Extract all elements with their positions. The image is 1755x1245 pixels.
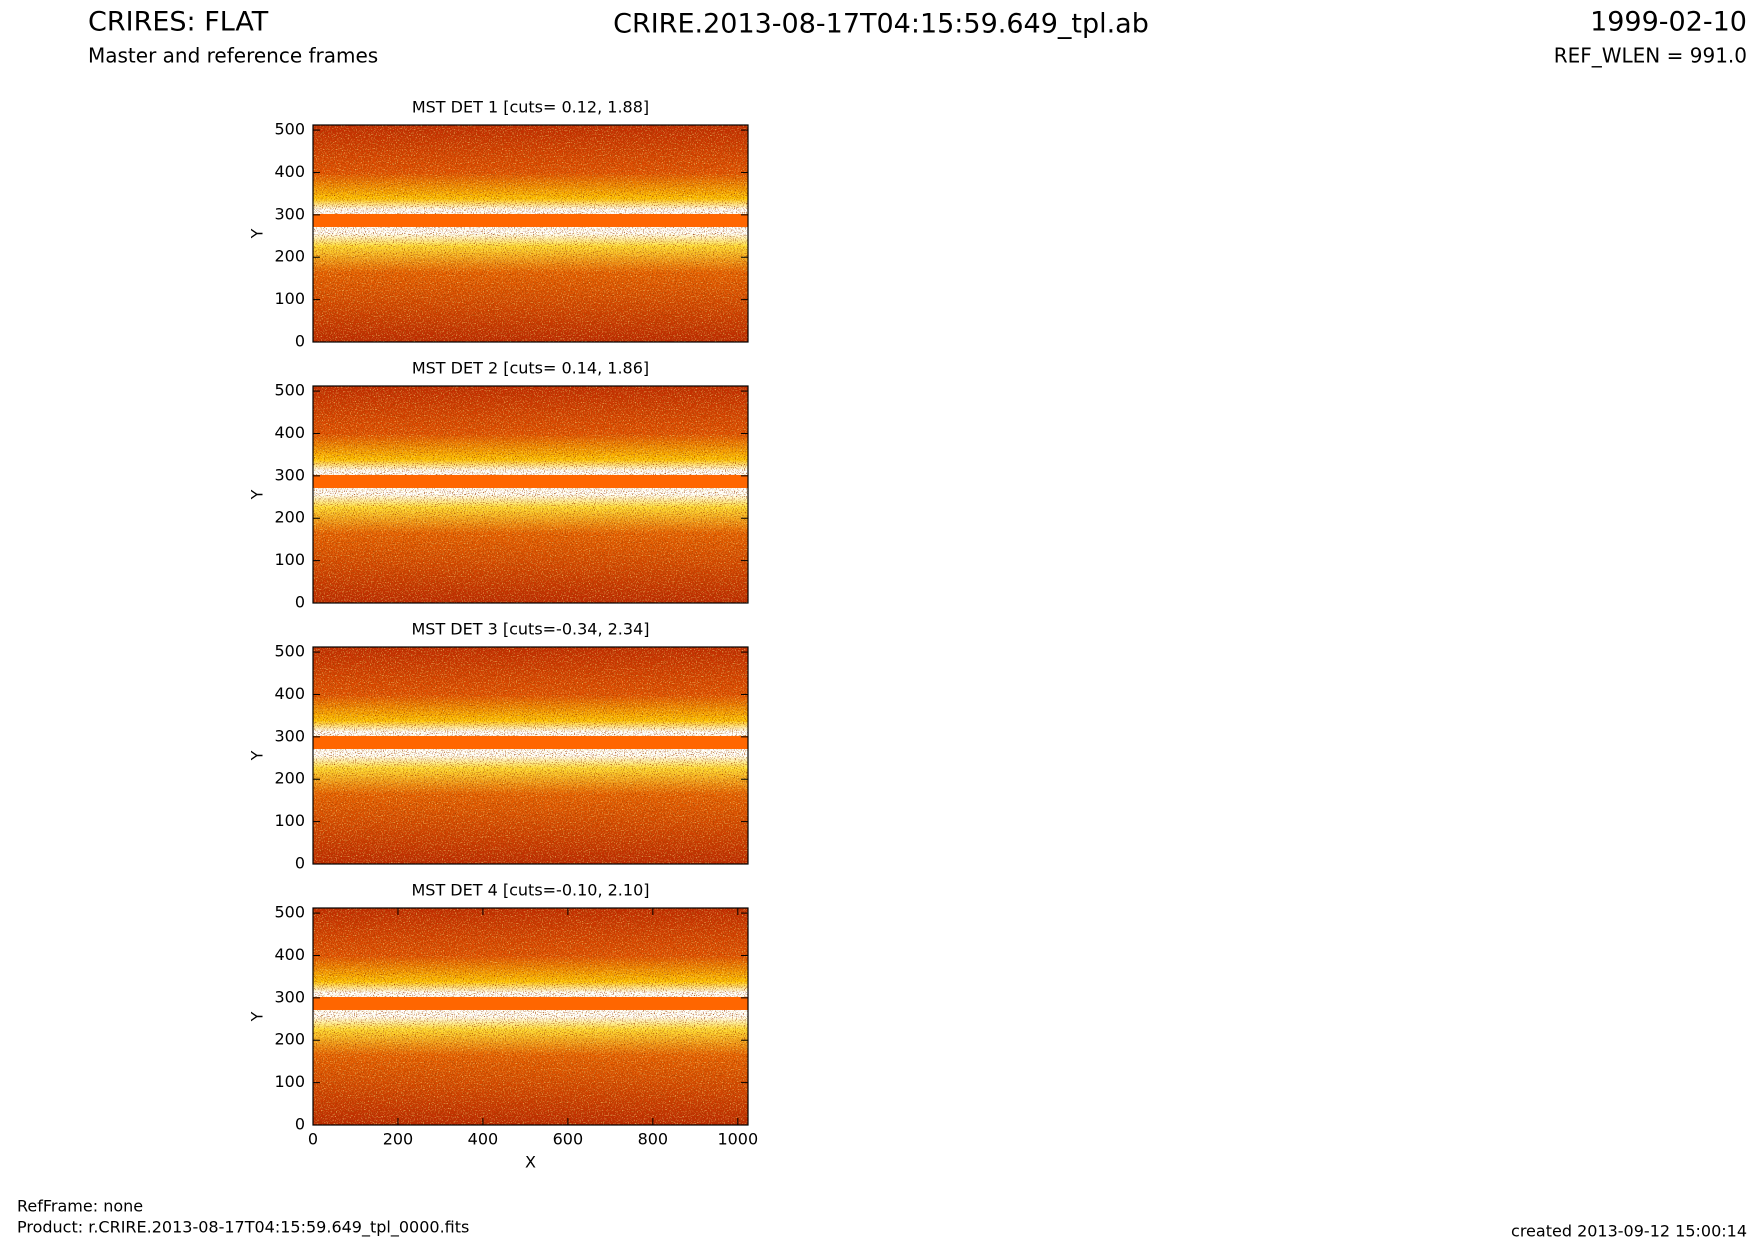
image-noise bbox=[313, 908, 748, 1125]
y-tick-label: 400 bbox=[274, 162, 305, 181]
y-tick-label: 300 bbox=[274, 987, 305, 1006]
image-band bbox=[313, 213, 748, 227]
x-tick-label: 200 bbox=[383, 1130, 414, 1149]
y-tick-label: 0 bbox=[295, 332, 305, 351]
y-tick-label: 0 bbox=[295, 593, 305, 612]
image-band bbox=[313, 735, 748, 749]
panel-title: MST DET 2 [cuts= 0.14, 1.86] bbox=[412, 359, 649, 378]
x-axis-label: X bbox=[525, 1153, 536, 1172]
y-tick-label: 300 bbox=[274, 726, 305, 745]
ref-wlen: REF_WLEN = 991.0 bbox=[1554, 44, 1747, 68]
y-tick-label: 200 bbox=[274, 247, 305, 266]
file-name: CRIRE.2013-08-17T04:15:59.649_tpl.ab bbox=[613, 9, 1149, 40]
image-band bbox=[313, 474, 748, 488]
y-tick-label: 100 bbox=[274, 811, 305, 830]
plot-frame bbox=[312, 907, 749, 1126]
y-axis-label: Y bbox=[248, 750, 267, 761]
panel-title: MST DET 3 [cuts=-0.34, 2.34] bbox=[411, 620, 649, 639]
x-tick-label: 600 bbox=[553, 1130, 584, 1149]
image-noise bbox=[313, 647, 748, 864]
x-tick-label: 400 bbox=[468, 1130, 499, 1149]
x-tick-label: 0 bbox=[308, 1130, 318, 1149]
y-tick-label: 400 bbox=[274, 945, 305, 964]
y-tick-label: 500 bbox=[274, 120, 305, 139]
y-tick-label: 500 bbox=[274, 642, 305, 661]
image-band bbox=[313, 996, 748, 1010]
y-tick-label: 0 bbox=[295, 1115, 305, 1134]
y-tick-label: 300 bbox=[274, 204, 305, 223]
y-tick-label: 400 bbox=[274, 684, 305, 703]
y-tick-label: 500 bbox=[274, 381, 305, 400]
y-axis-label: Y bbox=[248, 1011, 267, 1022]
created: created 2013-09-12 15:00:14 bbox=[1511, 1222, 1747, 1241]
image-noise bbox=[313, 386, 748, 603]
y-tick-label: 200 bbox=[274, 1030, 305, 1049]
image-noise bbox=[313, 125, 748, 342]
product: Product: r.CRIRE.2013-08-17T04:15:59.649… bbox=[17, 1218, 469, 1238]
y-tick-label: 500 bbox=[274, 903, 305, 922]
x-tick-label: 800 bbox=[638, 1130, 669, 1149]
refframe: RefFrame: none bbox=[17, 1197, 143, 1216]
page-subtitle: Master and reference frames bbox=[88, 44, 378, 68]
y-tick-label: 100 bbox=[274, 1072, 305, 1091]
y-axis-label: Y bbox=[248, 228, 267, 239]
y-tick-label: 100 bbox=[274, 289, 305, 308]
plot-frame bbox=[312, 124, 749, 343]
y-tick-label: 200 bbox=[274, 508, 305, 527]
y-tick-label: 0 bbox=[295, 854, 305, 873]
y-tick-label: 300 bbox=[274, 465, 305, 484]
y-tick-label: 100 bbox=[274, 550, 305, 569]
panel-title: MST DET 1 [cuts= 0.12, 1.88] bbox=[412, 98, 649, 117]
panel-title: MST DET 4 [cuts=-0.10, 2.10] bbox=[411, 881, 649, 900]
plot-frame bbox=[312, 385, 749, 604]
x-tick-label: 1000 bbox=[717, 1130, 758, 1149]
plot-frame bbox=[312, 646, 749, 865]
y-tick-label: 200 bbox=[274, 769, 305, 788]
y-tick-label: 400 bbox=[274, 423, 305, 442]
date: 1999-02-10 bbox=[1590, 7, 1747, 38]
page-title: CRIRES: FLAT bbox=[88, 7, 269, 38]
y-axis-label: Y bbox=[248, 489, 267, 500]
